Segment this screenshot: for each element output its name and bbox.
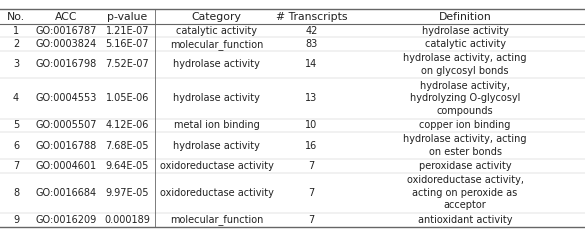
Text: hydrolase activity: hydrolase activity [173, 140, 260, 151]
Text: ACC: ACC [54, 12, 77, 22]
Text: 5: 5 [13, 120, 19, 130]
Text: hydrolase activity, acting
on glycosyl bonds: hydrolase activity, acting on glycosyl b… [403, 53, 527, 76]
Text: GO:0004553: GO:0004553 [35, 93, 97, 103]
Text: 7: 7 [308, 188, 315, 198]
Text: 1: 1 [13, 26, 19, 36]
Text: hydrolase activity, acting
on ester bonds: hydrolase activity, acting on ester bond… [403, 134, 527, 157]
Text: 83: 83 [305, 39, 318, 49]
Text: Category: Category [191, 12, 242, 22]
Text: GO:0004601: GO:0004601 [35, 161, 97, 171]
Text: 5.16E-07: 5.16E-07 [105, 39, 149, 49]
Text: p-value: p-value [107, 12, 147, 22]
Text: 3: 3 [13, 59, 19, 69]
Text: 14: 14 [305, 59, 318, 69]
Text: molecular_function: molecular_function [170, 214, 263, 225]
Text: GO:0003824: GO:0003824 [35, 39, 97, 49]
Text: Definition: Definition [439, 12, 491, 22]
Text: copper ion binding: copper ion binding [419, 120, 511, 130]
Text: 13: 13 [305, 93, 318, 103]
Text: 10: 10 [305, 120, 318, 130]
Text: 7.68E-05: 7.68E-05 [105, 140, 149, 151]
Text: 0.000189: 0.000189 [104, 215, 150, 225]
Text: molecular_function: molecular_function [170, 39, 263, 50]
Text: 16: 16 [305, 140, 318, 151]
Text: 1.21E-07: 1.21E-07 [105, 26, 149, 36]
Text: 4.12E-06: 4.12E-06 [105, 120, 149, 130]
Text: hydrolase activity: hydrolase activity [173, 59, 260, 69]
Text: catalytic activity: catalytic activity [176, 26, 257, 36]
Text: GO:0016798: GO:0016798 [35, 59, 97, 69]
Text: No.: No. [7, 12, 25, 22]
Text: 9: 9 [13, 215, 19, 225]
Text: hydrolase activity: hydrolase activity [422, 26, 508, 36]
Text: oxidoreductase activity,
acting on peroxide as
acceptor: oxidoreductase activity, acting on perox… [407, 175, 524, 210]
Text: GO:0005507: GO:0005507 [35, 120, 97, 130]
Text: 2: 2 [13, 39, 19, 49]
Text: oxidoreductase activity: oxidoreductase activity [160, 161, 273, 171]
Text: GO:0016788: GO:0016788 [35, 140, 97, 151]
Text: hydrolase activity: hydrolase activity [173, 93, 260, 103]
Text: 9.64E-05: 9.64E-05 [105, 161, 149, 171]
Text: 6: 6 [13, 140, 19, 151]
Text: 7: 7 [308, 215, 315, 225]
Text: 8: 8 [13, 188, 19, 198]
Text: 42: 42 [305, 26, 318, 36]
Text: 1.05E-06: 1.05E-06 [105, 93, 149, 103]
Text: 4: 4 [13, 93, 19, 103]
Text: 7: 7 [13, 161, 19, 171]
Text: GO:0016787: GO:0016787 [35, 26, 97, 36]
Text: GO:0016684: GO:0016684 [35, 188, 97, 198]
Text: peroxidase activity: peroxidase activity [419, 161, 511, 171]
Text: hydrolase activity,
hydrolyzing O-glycosyl
compounds: hydrolase activity, hydrolyzing O-glycos… [410, 81, 520, 116]
Text: catalytic activity: catalytic activity [425, 39, 505, 49]
Text: metal ion binding: metal ion binding [174, 120, 259, 130]
Text: oxidoreductase activity: oxidoreductase activity [160, 188, 273, 198]
Text: 7: 7 [308, 161, 315, 171]
Text: GO:0016209: GO:0016209 [35, 215, 97, 225]
Text: # Transcripts: # Transcripts [276, 12, 347, 22]
Text: antioxidant activity: antioxidant activity [418, 215, 512, 225]
Text: 7.52E-07: 7.52E-07 [105, 59, 149, 69]
Text: 9.97E-05: 9.97E-05 [105, 188, 149, 198]
